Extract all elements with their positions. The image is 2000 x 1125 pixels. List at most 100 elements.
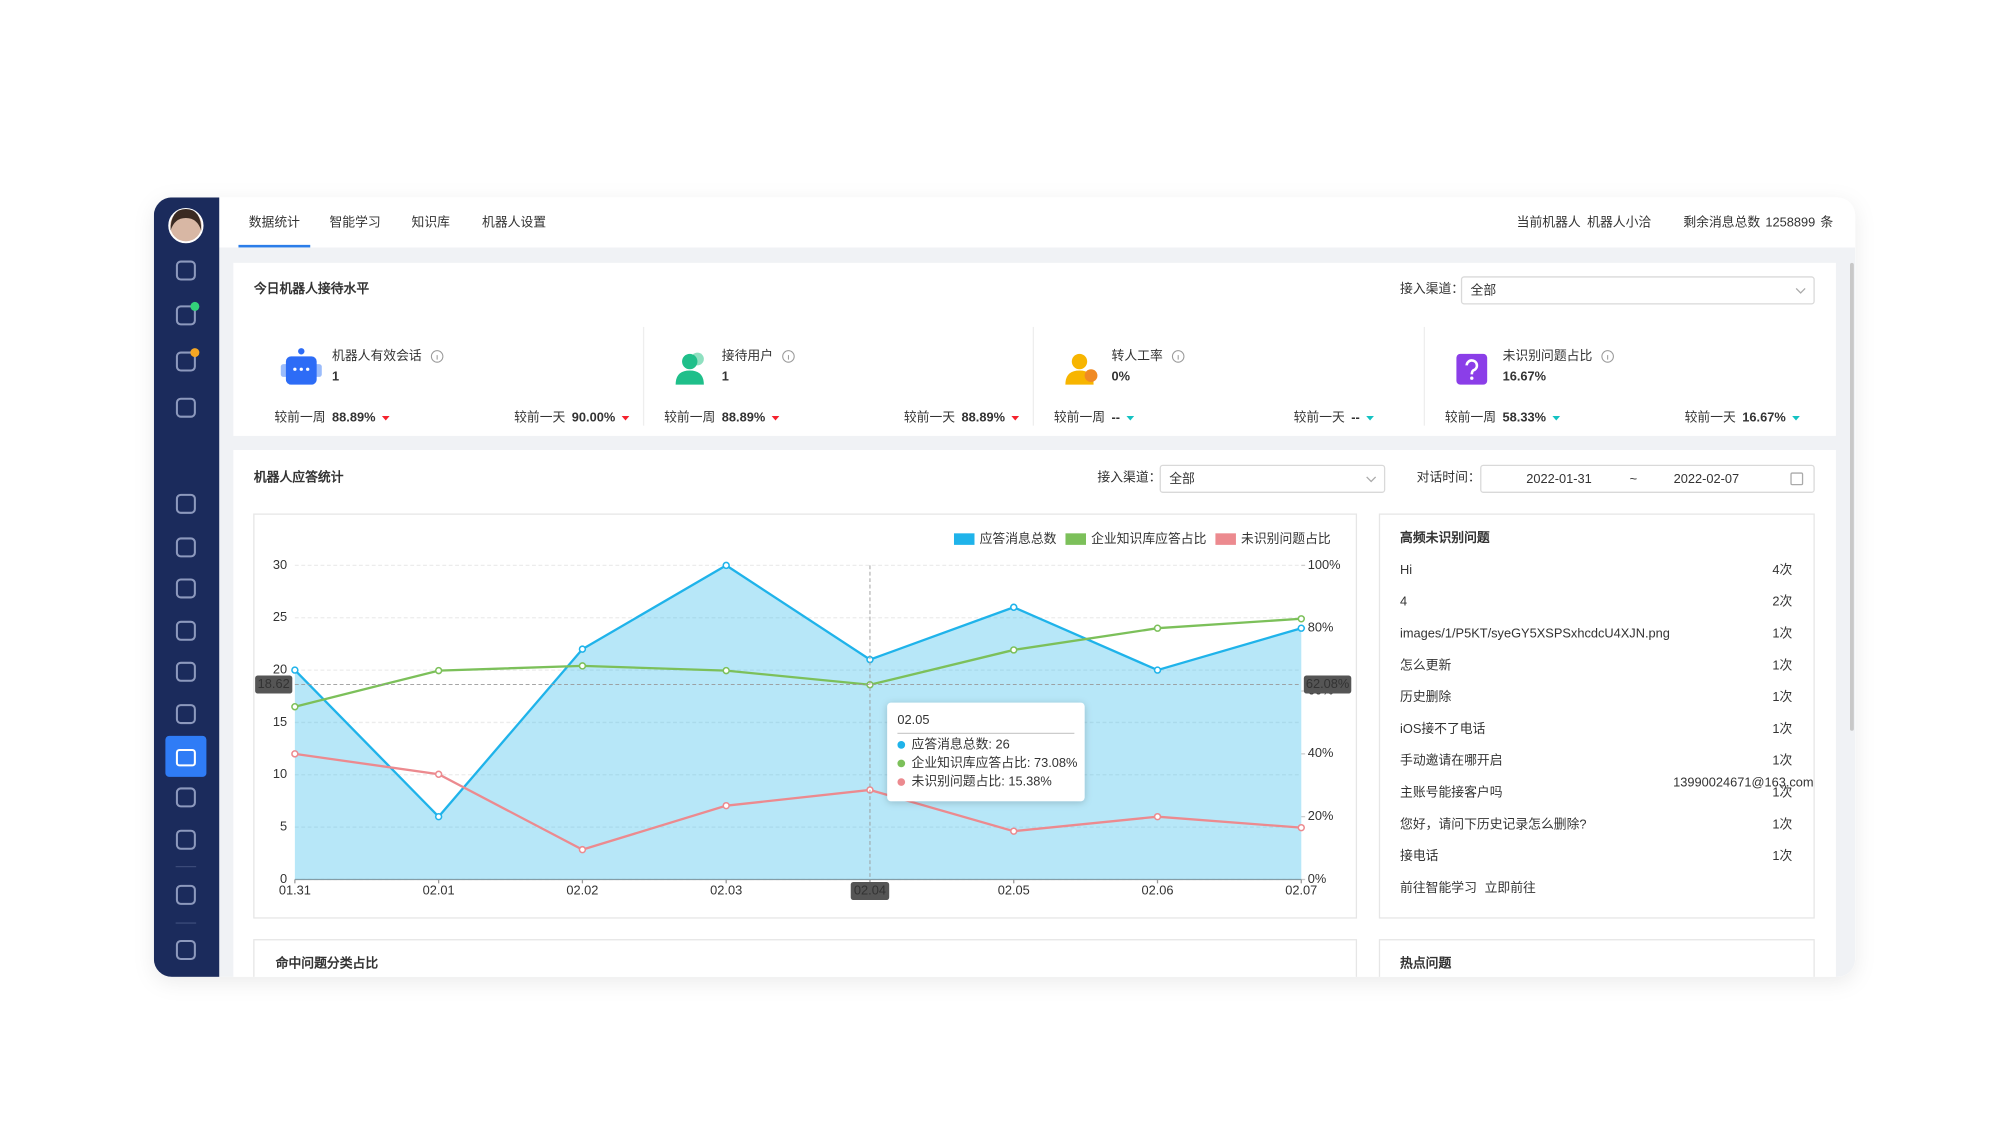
- nav-tab[interactable]: 智能学习: [329, 214, 380, 229]
- y-tick-label: 15: [273, 714, 287, 729]
- question-count: 1次: [1772, 753, 1792, 768]
- compare-value: 88.89%: [962, 409, 1006, 424]
- sidebar-icon[interactable]: [175, 829, 196, 850]
- question[interactable]: 怎么更新: [1400, 657, 1451, 672]
- point: [291, 666, 299, 674]
- list-link[interactable]: 立即前往: [1485, 880, 1536, 895]
- icon: [298, 348, 305, 355]
- legend-swatch[interactable]: [953, 533, 975, 545]
- scrollbar: [1850, 262, 1854, 731]
- y2-tick-label: 80%: [1308, 620, 1334, 635]
- channel-select[interactable]: [1159, 464, 1386, 493]
- date-start: 2022-01-31: [1526, 471, 1592, 486]
- sidebar-icon[interactable]: [175, 537, 196, 558]
- sidebar-icon[interactable]: [175, 260, 196, 281]
- question[interactable]: Hi: [1400, 562, 1412, 577]
- date-sep: ~: [1630, 471, 1637, 486]
- point: [578, 645, 587, 653]
- sidebar-icon[interactable]: [175, 661, 196, 682]
- question[interactable]: 您好，请问下历史记录怎么删除?: [1400, 816, 1587, 831]
- question-count: 2次: [1772, 594, 1792, 609]
- icon: [1456, 353, 1488, 385]
- y-tick-label: 0: [280, 871, 287, 886]
- icon: [299, 367, 303, 371]
- x-tick-label: 01.31: [279, 882, 311, 897]
- sidebar-icon[interactable]: [175, 578, 196, 599]
- filter-label: 接入渠道：: [1400, 281, 1464, 296]
- sidebar-icon[interactable]: [175, 884, 196, 905]
- question[interactable]: 主账号能接客户吗: [1400, 784, 1503, 799]
- cursor-y-label: 18.62: [258, 676, 290, 691]
- legend-swatch[interactable]: [1215, 533, 1236, 545]
- sidebar-icon[interactable]: [175, 397, 196, 418]
- question[interactable]: iOS接不了电话: [1400, 721, 1486, 736]
- info-icon: [782, 350, 795, 363]
- compare-label: 较前一周: [274, 409, 325, 424]
- sidebar-icon[interactable]: [175, 305, 196, 326]
- channel-select[interactable]: [1460, 276, 1815, 305]
- stat-label: 接待用户: [722, 348, 773, 363]
- trend-arrow: [771, 416, 780, 421]
- sidebar-icon[interactable]: [175, 620, 196, 641]
- sidebar-icon[interactable]: [175, 787, 196, 808]
- line: [294, 564, 1302, 819]
- question[interactable]: 4: [1400, 594, 1407, 609]
- date-range[interactable]: [1480, 464, 1815, 493]
- legend-swatch[interactable]: [1065, 533, 1086, 545]
- trend-arrow: [1011, 416, 1020, 421]
- y-tick-label: 5: [280, 819, 287, 834]
- question[interactable]: 历史删除: [1400, 689, 1451, 704]
- question[interactable]: images/1/P5KT/syeGY5XSPSxhcdcU4XJN.png: [1400, 625, 1670, 640]
- compare-label: 较前一周: [1445, 409, 1496, 424]
- compare-label: 较前一周: [664, 409, 715, 424]
- info-icon: [1171, 350, 1185, 363]
- card-subtitle: 命中问题分类占比: [275, 955, 379, 970]
- sidebar-icon[interactable]: [175, 493, 196, 514]
- nav-tab[interactable]: 机器人设置: [482, 214, 546, 229]
- sidebar-icon[interactable]: [175, 351, 196, 372]
- y2-tick-label: 20%: [1308, 808, 1334, 823]
- info-icon: [430, 350, 444, 363]
- nav-tab[interactable]: 数据统计: [249, 214, 300, 229]
- remaining-label: 剩余消息总数: [1683, 214, 1760, 229]
- sidebar-active-icon: [175, 748, 196, 767]
- tooltip-item: 未识别问题占比: 15.38%: [912, 773, 1052, 788]
- nav-tab[interactable]: 知识库: [412, 214, 451, 229]
- point: [1297, 823, 1306, 832]
- legend-label[interactable]: 企业知识库应答占比: [1091, 531, 1207, 546]
- sidebar-icon[interactable]: [175, 704, 196, 725]
- filter-label: 接入渠道：: [1097, 470, 1161, 485]
- compare-label: 较前一天: [1294, 409, 1345, 424]
- legend-label[interactable]: 未识别问题占比: [1241, 531, 1331, 546]
- stat-label: 未识别问题占比: [1503, 348, 1593, 363]
- x-tick-label: 02.07: [1285, 882, 1317, 897]
- tooltip-box: [887, 702, 1085, 802]
- sidebar-icon[interactable]: [175, 940, 196, 961]
- trend-arrow: [1126, 416, 1135, 421]
- point: [434, 666, 443, 675]
- list-box: [1378, 513, 1815, 919]
- point: [434, 812, 443, 821]
- avatar-hair: [170, 208, 202, 231]
- line: [294, 617, 1302, 708]
- tooltip: 02.05 应答消息总数: 26 企业知识库应答占比: 73.08% 未识别问题占比:…: [887, 702, 1085, 802]
- y2-tick-label: 100%: [1308, 557, 1341, 572]
- question[interactable]: 手动邀请在哪开启: [1400, 753, 1503, 768]
- point: [578, 845, 587, 854]
- date-end: 2022-02-07: [1674, 471, 1740, 486]
- question[interactable]: 接电话: [1400, 848, 1439, 863]
- tooltip-item: 企业知识库应答占比: 73.08%: [912, 755, 1078, 770]
- list-title: 高频未识别问题: [1400, 530, 1490, 545]
- info-icon: [1601, 350, 1614, 363]
- point: [1297, 615, 1306, 623]
- legend-label[interactable]: 应答消息总数: [980, 531, 1057, 546]
- sidebar-active[interactable]: [165, 735, 207, 777]
- remaining-unit: 条: [1820, 214, 1833, 229]
- cursor-y2-label: 62.08%: [1306, 676, 1349, 691]
- trend-arrow: [381, 416, 390, 421]
- icon: [293, 367, 297, 371]
- compare-label: 较前一周: [1054, 409, 1105, 424]
- point: [1010, 603, 1018, 611]
